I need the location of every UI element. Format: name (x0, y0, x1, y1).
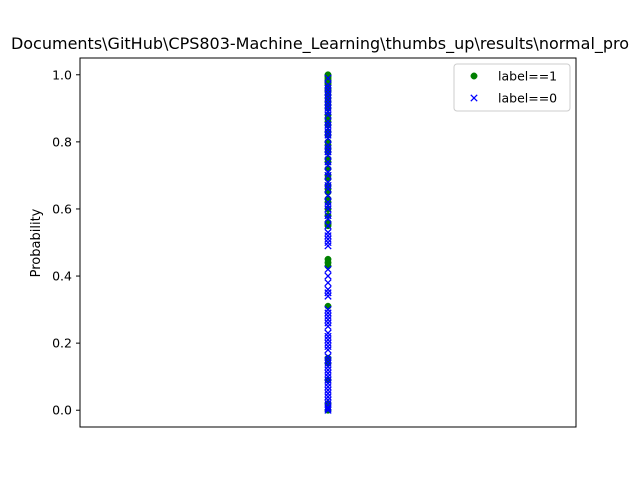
chart-title: Documents\GitHub\CPS803-Machine_Learning… (11, 34, 629, 54)
data-point-label-0 (324, 205, 332, 213)
data-point-label-0 (324, 161, 332, 170)
data-point-label-0 (324, 404, 332, 413)
y-tick-label: 0.6 (52, 201, 72, 216)
y-axis-label: Probability (29, 208, 44, 277)
data-point-label-0 (324, 265, 332, 273)
data-point-label-0 (324, 171, 332, 180)
legend-label: label==1 (498, 69, 557, 84)
y-tick-label: 0.2 (52, 336, 72, 351)
y-tick-label: 0.4 (52, 269, 72, 284)
y-tick-label: 0.0 (52, 403, 72, 418)
data-point-label-0 (324, 134, 332, 143)
legend-box (453, 63, 571, 112)
legend: label==1 label==0 (453, 63, 571, 112)
data-point-label-0 (324, 292, 332, 300)
data-point-label-1 (324, 188, 332, 196)
data-point-label-0 (324, 111, 332, 119)
legend-label: label==0 (498, 91, 557, 106)
y-axis: 0.0 0.2 0.4 0.6 0.8 1.0 (52, 67, 80, 418)
data-point-label-0 (324, 272, 332, 280)
data-point-label-0 (324, 185, 332, 193)
y-tick-label: 1.0 (52, 67, 72, 82)
data-point-label-1 (324, 165, 332, 173)
data-point-label-0 (324, 215, 332, 223)
data-point-label-0 (324, 74, 332, 82)
data-point-label-0 (324, 242, 332, 250)
data-points (324, 71, 332, 414)
data-point-label-0 (324, 151, 332, 159)
y-tick-label: 0.8 (52, 134, 72, 149)
data-point-label-0 (324, 346, 332, 354)
legend-marker (470, 72, 478, 80)
data-point-label-0 (324, 222, 332, 230)
data-point-label-0 (324, 279, 332, 287)
data-point-label-1 (324, 175, 332, 183)
data-point-label-0 (324, 191, 332, 200)
data-point-label-0 (324, 406, 332, 414)
data-point-label-1 (324, 302, 332, 310)
data-point-label-0 (324, 322, 332, 331)
legend-marker (470, 94, 478, 102)
data-point-label-1 (324, 262, 332, 270)
series-x (324, 74, 332, 414)
